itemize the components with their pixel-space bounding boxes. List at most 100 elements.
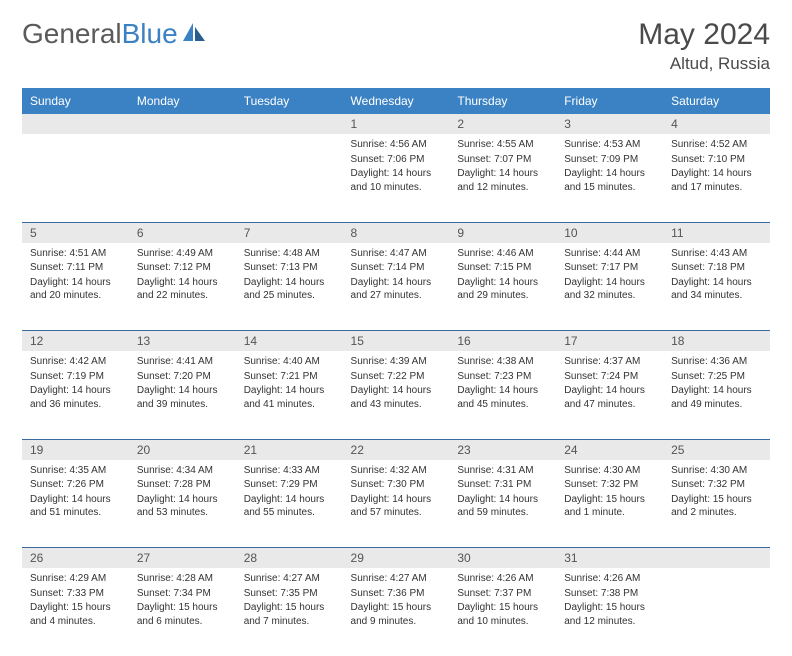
daylight: Daylight: 15 hours and 7 minutes. (244, 601, 335, 628)
day-number: 31 (556, 548, 663, 569)
day-cell: Sunrise: 4:55 AMSunset: 7:07 PMDaylight:… (449, 134, 556, 222)
sunrise: Sunrise: 4:49 AM (137, 247, 228, 261)
day-number: 13 (129, 331, 236, 352)
day-number: 7 (236, 222, 343, 243)
day-number: 18 (663, 331, 770, 352)
sunrise: Sunrise: 4:55 AM (457, 138, 548, 152)
title-block: May 2024 Altud, Russia (638, 18, 770, 74)
sunset: Sunset: 7:07 PM (457, 153, 548, 167)
sunset: Sunset: 7:13 PM (244, 261, 335, 275)
day-number-row: 262728293031 (22, 548, 770, 569)
header: GeneralBlue May 2024 Altud, Russia (22, 18, 770, 74)
day-number (663, 548, 770, 569)
weekday-header: Friday (556, 88, 663, 114)
daylight: Daylight: 15 hours and 12 minutes. (564, 601, 655, 628)
sunset: Sunset: 7:26 PM (30, 478, 121, 492)
sunset: Sunset: 7:32 PM (671, 478, 762, 492)
daylight: Daylight: 14 hours and 43 minutes. (351, 384, 442, 411)
day-number (22, 114, 129, 134)
day-cell: Sunrise: 4:26 AMSunset: 7:38 PMDaylight:… (556, 568, 663, 656)
daylight: Daylight: 14 hours and 29 minutes. (457, 276, 548, 303)
day-cell (236, 134, 343, 222)
day-number: 28 (236, 548, 343, 569)
page-title: May 2024 (638, 18, 770, 52)
day-number: 17 (556, 331, 663, 352)
sunset: Sunset: 7:11 PM (30, 261, 121, 275)
sunset: Sunset: 7:10 PM (671, 153, 762, 167)
sunrise: Sunrise: 4:26 AM (564, 572, 655, 586)
daylight: Daylight: 14 hours and 17 minutes. (671, 167, 762, 194)
sunrise: Sunrise: 4:32 AM (351, 464, 442, 478)
weekday-header-row: SundayMondayTuesdayWednesdayThursdayFrid… (22, 88, 770, 114)
calendar: SundayMondayTuesdayWednesdayThursdayFrid… (22, 88, 770, 656)
sunrise: Sunrise: 4:34 AM (137, 464, 228, 478)
daylight: Daylight: 14 hours and 53 minutes. (137, 493, 228, 520)
day-content-row: Sunrise: 4:42 AMSunset: 7:19 PMDaylight:… (22, 351, 770, 439)
daylight: Daylight: 14 hours and 25 minutes. (244, 276, 335, 303)
day-number: 14 (236, 331, 343, 352)
daylight: Daylight: 14 hours and 22 minutes. (137, 276, 228, 303)
day-number: 12 (22, 331, 129, 352)
day-cell: Sunrise: 4:49 AMSunset: 7:12 PMDaylight:… (129, 243, 236, 331)
daylight: Daylight: 15 hours and 10 minutes. (457, 601, 548, 628)
daylight: Daylight: 14 hours and 59 minutes. (457, 493, 548, 520)
day-cell: Sunrise: 4:31 AMSunset: 7:31 PMDaylight:… (449, 460, 556, 548)
day-number: 1 (343, 114, 450, 134)
daylight: Daylight: 14 hours and 10 minutes. (351, 167, 442, 194)
sunset: Sunset: 7:36 PM (351, 587, 442, 601)
day-number: 10 (556, 222, 663, 243)
day-cell: Sunrise: 4:48 AMSunset: 7:13 PMDaylight:… (236, 243, 343, 331)
sunrise: Sunrise: 4:40 AM (244, 355, 335, 369)
day-number: 8 (343, 222, 450, 243)
day-number: 2 (449, 114, 556, 134)
sunrise: Sunrise: 4:27 AM (351, 572, 442, 586)
sunset: Sunset: 7:34 PM (137, 587, 228, 601)
day-cell: Sunrise: 4:35 AMSunset: 7:26 PMDaylight:… (22, 460, 129, 548)
daylight: Daylight: 14 hours and 55 minutes. (244, 493, 335, 520)
day-number: 26 (22, 548, 129, 569)
sunrise: Sunrise: 4:35 AM (30, 464, 121, 478)
sunset: Sunset: 7:18 PM (671, 261, 762, 275)
day-cell: Sunrise: 4:52 AMSunset: 7:10 PMDaylight:… (663, 134, 770, 222)
day-content-row: Sunrise: 4:29 AMSunset: 7:33 PMDaylight:… (22, 568, 770, 656)
sunrise: Sunrise: 4:37 AM (564, 355, 655, 369)
sunrise: Sunrise: 4:36 AM (671, 355, 762, 369)
day-number: 23 (449, 439, 556, 460)
sunrise: Sunrise: 4:46 AM (457, 247, 548, 261)
sunset: Sunset: 7:38 PM (564, 587, 655, 601)
sunrise: Sunrise: 4:30 AM (564, 464, 655, 478)
location: Altud, Russia (638, 54, 770, 74)
day-number (236, 114, 343, 134)
day-cell: Sunrise: 4:42 AMSunset: 7:19 PMDaylight:… (22, 351, 129, 439)
day-cell: Sunrise: 4:36 AMSunset: 7:25 PMDaylight:… (663, 351, 770, 439)
daylight: Daylight: 15 hours and 6 minutes. (137, 601, 228, 628)
day-number: 20 (129, 439, 236, 460)
day-number: 4 (663, 114, 770, 134)
sunset: Sunset: 7:32 PM (564, 478, 655, 492)
day-cell: Sunrise: 4:39 AMSunset: 7:22 PMDaylight:… (343, 351, 450, 439)
day-cell: Sunrise: 4:56 AMSunset: 7:06 PMDaylight:… (343, 134, 450, 222)
day-number: 15 (343, 331, 450, 352)
day-number: 29 (343, 548, 450, 569)
day-cell: Sunrise: 4:44 AMSunset: 7:17 PMDaylight:… (556, 243, 663, 331)
sunset: Sunset: 7:06 PM (351, 153, 442, 167)
sunrise: Sunrise: 4:28 AM (137, 572, 228, 586)
sunrise: Sunrise: 4:31 AM (457, 464, 548, 478)
daylight: Daylight: 15 hours and 4 minutes. (30, 601, 121, 628)
day-number-row: 567891011 (22, 222, 770, 243)
sunset: Sunset: 7:31 PM (457, 478, 548, 492)
daylight: Daylight: 14 hours and 12 minutes. (457, 167, 548, 194)
sunrise: Sunrise: 4:48 AM (244, 247, 335, 261)
daylight: Daylight: 15 hours and 1 minute. (564, 493, 655, 520)
daylight: Daylight: 14 hours and 49 minutes. (671, 384, 762, 411)
sunset: Sunset: 7:22 PM (351, 370, 442, 384)
day-cell: Sunrise: 4:51 AMSunset: 7:11 PMDaylight:… (22, 243, 129, 331)
day-cell: Sunrise: 4:27 AMSunset: 7:36 PMDaylight:… (343, 568, 450, 656)
day-cell: Sunrise: 4:27 AMSunset: 7:35 PMDaylight:… (236, 568, 343, 656)
sunrise: Sunrise: 4:42 AM (30, 355, 121, 369)
day-cell: Sunrise: 4:34 AMSunset: 7:28 PMDaylight:… (129, 460, 236, 548)
day-number: 24 (556, 439, 663, 460)
sunrise: Sunrise: 4:56 AM (351, 138, 442, 152)
sunset: Sunset: 7:30 PM (351, 478, 442, 492)
day-cell: Sunrise: 4:40 AMSunset: 7:21 PMDaylight:… (236, 351, 343, 439)
